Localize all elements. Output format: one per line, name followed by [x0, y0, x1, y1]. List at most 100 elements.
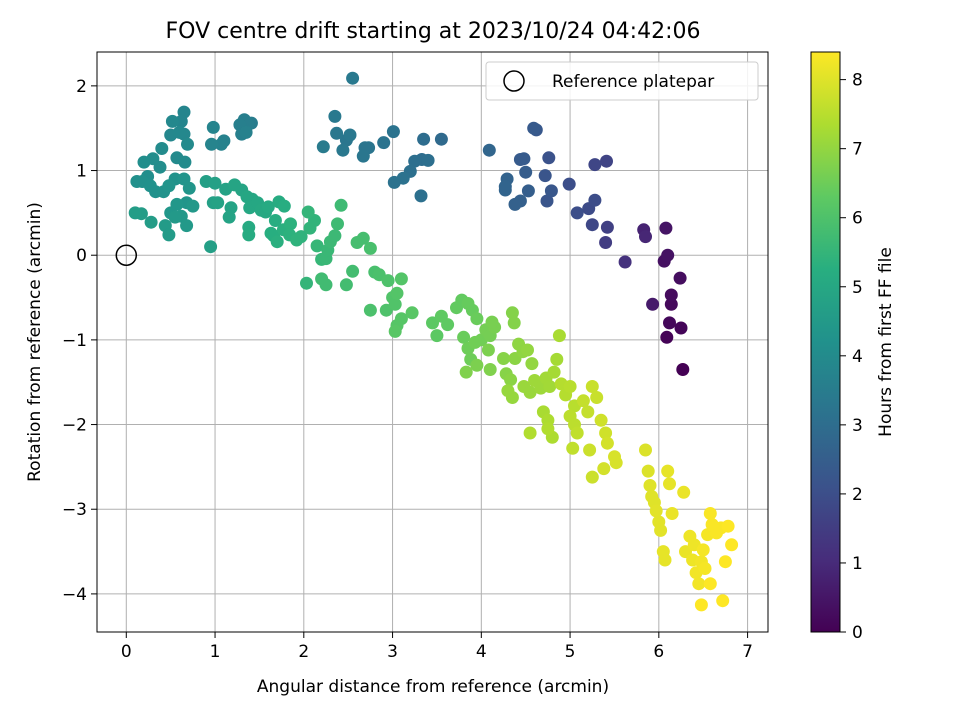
data-point — [523, 385, 537, 399]
y-tick-label: 2 — [76, 77, 87, 97]
colorbar-label: Hours from first FF file — [876, 247, 896, 437]
data-point — [387, 175, 401, 189]
data-point — [310, 239, 324, 253]
data-point — [390, 286, 404, 300]
data-point — [544, 184, 558, 198]
data-point — [408, 154, 422, 168]
x-tick-label: 4 — [476, 642, 487, 662]
y-tick-label: −1 — [62, 331, 87, 351]
data-point — [482, 143, 496, 157]
data-point — [205, 137, 218, 151]
data-point — [405, 306, 419, 320]
data-point — [618, 255, 632, 269]
data-point — [696, 543, 710, 557]
colorbar — [810, 51, 841, 633]
colorbar-tick-label: 8 — [852, 71, 863, 91]
data-point — [504, 373, 518, 387]
data-point — [268, 214, 282, 227]
data-point — [284, 217, 297, 231]
data-point — [519, 165, 533, 179]
data-point — [426, 316, 439, 330]
data-point — [336, 143, 350, 157]
colorbar-tick-label: 5 — [852, 278, 863, 298]
data-point — [609, 456, 623, 470]
data-point — [527, 121, 541, 135]
data-point — [430, 329, 444, 343]
data-point — [155, 142, 169, 155]
data-point — [128, 206, 142, 220]
data-point — [441, 318, 455, 332]
plot-frame — [96, 51, 769, 633]
data-point — [470, 358, 484, 372]
data-point — [485, 315, 499, 329]
data-point — [505, 391, 519, 404]
data-point — [664, 288, 678, 302]
data-point — [346, 71, 360, 85]
data-point — [725, 538, 739, 552]
data-point — [588, 193, 602, 207]
data-point — [300, 276, 313, 290]
data-point — [597, 462, 611, 476]
data-point — [639, 443, 652, 457]
y-tick-label: −4 — [62, 585, 87, 605]
data-point — [204, 240, 218, 254]
data-point — [328, 229, 342, 243]
data-point — [162, 228, 176, 242]
data-point — [703, 577, 717, 591]
data-point — [414, 189, 428, 203]
y-tick-label: −3 — [62, 500, 87, 520]
data-point — [660, 330, 674, 344]
data-point — [646, 297, 660, 311]
y-tick-label: 1 — [76, 162, 87, 182]
legend-box — [485, 61, 759, 101]
data-point — [162, 179, 176, 193]
data-point — [457, 330, 471, 344]
colorbar-tick-label: 2 — [852, 485, 863, 505]
data-point — [585, 380, 599, 393]
data-point — [663, 316, 676, 330]
data-point — [222, 210, 236, 224]
data-point — [600, 436, 614, 450]
data-point — [649, 504, 663, 518]
data-point — [543, 380, 557, 393]
data-point — [600, 154, 613, 168]
colorbar-tick-label: 4 — [852, 347, 863, 367]
data-point — [388, 324, 402, 338]
data-point — [316, 140, 330, 154]
data-point — [381, 274, 395, 288]
colorbar-tick-label: 7 — [852, 140, 863, 160]
reference-platepar-point — [115, 244, 138, 266]
data-point — [174, 114, 188, 128]
data-point — [639, 230, 652, 244]
data-point — [343, 128, 357, 142]
data-point — [180, 219, 194, 233]
data-point — [521, 343, 534, 357]
data-point — [363, 241, 377, 255]
data-point — [661, 248, 675, 262]
data-point — [481, 343, 495, 357]
reference-marker — [115, 244, 138, 266]
data-point — [661, 464, 675, 478]
data-point — [386, 125, 400, 139]
data-point — [242, 228, 256, 242]
data-point — [144, 215, 158, 229]
data-point — [703, 507, 717, 520]
data-point — [270, 235, 284, 249]
data-point — [654, 523, 668, 537]
data-point — [356, 231, 370, 245]
x-tick-label: 1 — [210, 642, 221, 662]
data-point — [538, 169, 552, 183]
x-tick-label: 0 — [121, 642, 132, 662]
data-point — [677, 485, 691, 499]
data-point — [563, 380, 577, 393]
data-point — [208, 176, 222, 190]
data-point — [676, 363, 690, 376]
data-point — [181, 137, 194, 151]
legend-marker — [503, 70, 525, 92]
data-point — [508, 197, 522, 211]
data-point — [206, 120, 220, 134]
x-tick-label: 6 — [653, 642, 664, 662]
data-point — [643, 479, 657, 492]
data-point — [600, 220, 614, 234]
data-point — [550, 352, 564, 366]
